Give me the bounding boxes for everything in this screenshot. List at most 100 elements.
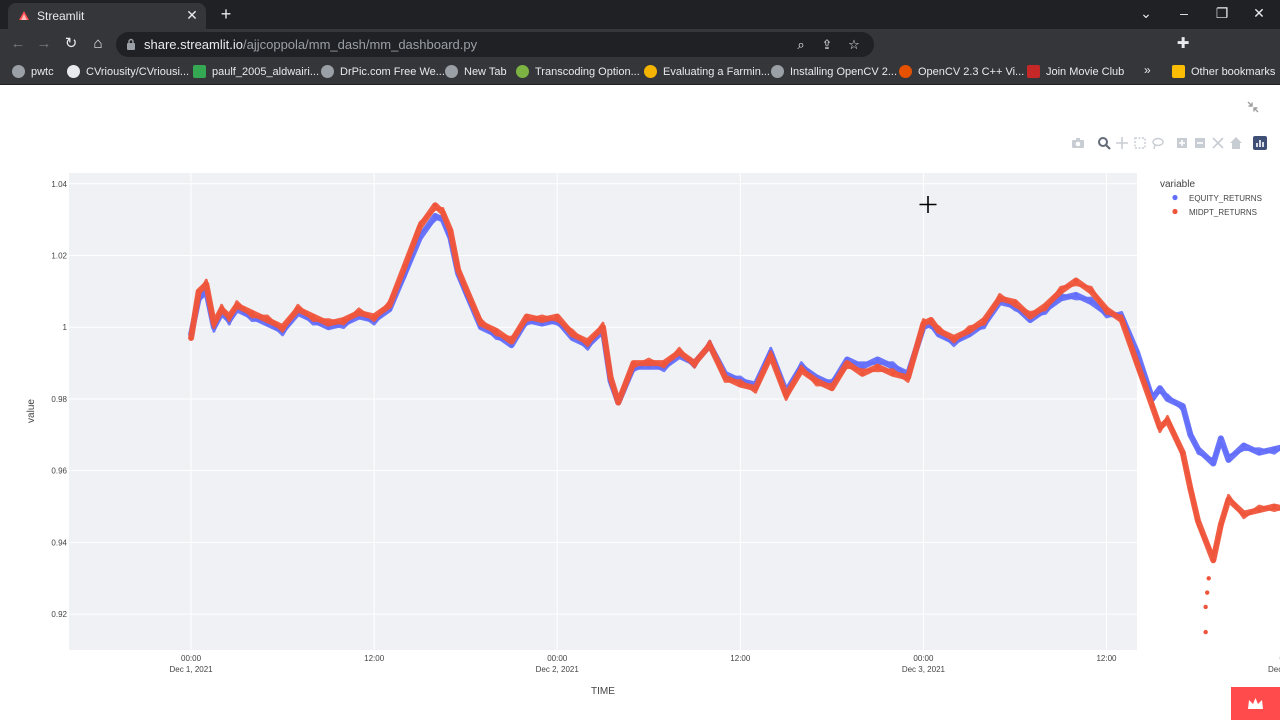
x-tick-label: 00:00 bbox=[547, 654, 568, 663]
data-point bbox=[341, 317, 346, 323]
data-point bbox=[982, 317, 987, 323]
restore-icon[interactable]: ❐ bbox=[1215, 5, 1229, 21]
url-path: /ajjcoppola/mm_dash/mm_dashboard.py bbox=[242, 37, 478, 52]
farming-icon bbox=[644, 65, 657, 78]
legend-label: EQUITY_RETURNS bbox=[1189, 194, 1262, 203]
data-point bbox=[890, 371, 896, 377]
drive-icon bbox=[193, 65, 206, 78]
data-point bbox=[814, 378, 819, 384]
data-point bbox=[219, 307, 224, 312]
data-point bbox=[1204, 590, 1210, 595]
data-point bbox=[1188, 432, 1193, 438]
data-point bbox=[1188, 486, 1193, 491]
tab-active[interactable]: Streamlit ✕ bbox=[8, 3, 206, 29]
x-axis-title: TIME bbox=[591, 686, 615, 697]
address-bar[interactable]: share.streamlit.io/ajjcoppola/mm_dash/mm… bbox=[116, 32, 874, 57]
reset-axes-icon[interactable] bbox=[1228, 135, 1244, 151]
data-point bbox=[799, 368, 804, 373]
minimize-icon[interactable]: – bbox=[1180, 5, 1188, 21]
data-point bbox=[1089, 289, 1094, 294]
github-icon bbox=[67, 65, 80, 78]
y-axis: 0.92 0.94 0.96 0.98 1 1.02 1.04 bbox=[51, 180, 67, 619]
share-icon[interactable]: ⇪ bbox=[821, 37, 833, 52]
y-tick-label: 0.94 bbox=[51, 538, 67, 547]
data-point bbox=[494, 328, 499, 334]
back-icon[interactable]: ← bbox=[10, 35, 26, 52]
tab-search-icon[interactable]: ⌄ bbox=[1140, 5, 1152, 21]
plotly-logo-icon[interactable] bbox=[1252, 135, 1268, 151]
data-point bbox=[432, 203, 438, 208]
reload-icon[interactable]: ↻ bbox=[64, 35, 78, 52]
data-point bbox=[463, 285, 468, 290]
data-point bbox=[753, 385, 758, 391]
data-point bbox=[616, 400, 621, 405]
data-point bbox=[844, 360, 850, 366]
bookmarks-bar: pwtc CVriousity/CVriousi... paulf_2005_a… bbox=[0, 59, 1280, 85]
bookmark-star-icon[interactable]: ☆ bbox=[848, 37, 860, 52]
data-point bbox=[1043, 303, 1048, 308]
data-point bbox=[1058, 296, 1063, 301]
home-icon[interactable]: ⌂ bbox=[93, 35, 103, 52]
zoom-icon[interactable] bbox=[1096, 135, 1112, 151]
x-tick-label: 12:00 bbox=[364, 654, 385, 663]
zoom-out-icon[interactable] bbox=[1192, 135, 1208, 151]
data-point bbox=[1157, 425, 1163, 430]
x-tick-date-label: Dec 1, 2021 bbox=[169, 665, 213, 674]
lasso-select-icon[interactable] bbox=[1150, 135, 1166, 151]
data-point bbox=[707, 342, 712, 348]
url-host: share.streamlit.io bbox=[144, 37, 243, 52]
data-point bbox=[280, 325, 285, 330]
data-point bbox=[1195, 518, 1201, 524]
globe-icon bbox=[445, 65, 458, 78]
box-select-icon[interactable] bbox=[1132, 135, 1148, 151]
data-point bbox=[1104, 307, 1109, 312]
globe-icon bbox=[771, 65, 784, 78]
legend-marker bbox=[1172, 194, 1178, 201]
data-point bbox=[1241, 443, 1247, 448]
data-point bbox=[966, 328, 972, 334]
autoscale-icon[interactable] bbox=[1210, 135, 1226, 151]
exit-fullscreen-icon[interactable] bbox=[1246, 100, 1260, 114]
y-tick-label: 1.02 bbox=[51, 251, 67, 260]
data-point bbox=[1226, 457, 1231, 463]
data-point bbox=[509, 339, 514, 344]
data-point bbox=[860, 364, 865, 369]
returns-chart[interactable]: 0.92 0.94 0.96 0.98 1 1.02 1.04 00:00 Dec 1, 20… bbox=[0, 86, 1280, 720]
data-point bbox=[829, 385, 835, 391]
data-point bbox=[234, 303, 240, 308]
more-bookmarks-icon[interactable]: » bbox=[1144, 63, 1151, 77]
data-point bbox=[555, 314, 560, 319]
data-point bbox=[1089, 299, 1094, 305]
data-point bbox=[1206, 576, 1211, 581]
data-point bbox=[738, 382, 743, 387]
data-point bbox=[1203, 629, 1208, 635]
zoom-in-icon[interactable] bbox=[1174, 135, 1190, 151]
plot-area[interactable] bbox=[69, 173, 1137, 650]
y-tick-label: 0.96 bbox=[51, 467, 67, 476]
tab-close-icon[interactable]: ✕ bbox=[186, 7, 198, 23]
search-icon[interactable]: ⌕ bbox=[797, 37, 805, 52]
data-point bbox=[1012, 299, 1018, 305]
data-point bbox=[905, 375, 911, 380]
legend-marker bbox=[1172, 208, 1178, 215]
data-point bbox=[387, 303, 392, 308]
globe-icon bbox=[321, 65, 334, 78]
movie-club-icon bbox=[1027, 65, 1040, 78]
camera-icon[interactable] bbox=[1070, 135, 1086, 151]
pan-icon[interactable] bbox=[1114, 135, 1130, 151]
data-point bbox=[310, 314, 316, 319]
data-point bbox=[921, 321, 926, 326]
url-text[interactable]: share.streamlit.io/ajjcoppola/mm_dash/mm… bbox=[144, 37, 477, 52]
lock-icon[interactable] bbox=[126, 38, 136, 50]
data-point bbox=[188, 335, 194, 341]
new-tab-icon[interactable]: + bbox=[220, 4, 232, 24]
streamlit-page: 0.92 0.94 0.96 0.98 1 1.02 1.04 00:00 Dec 1, 20… bbox=[0, 86, 1280, 720]
data-point bbox=[371, 314, 377, 319]
close-window-icon[interactable]: ✕ bbox=[1253, 5, 1265, 21]
data-point bbox=[227, 314, 232, 319]
data-point bbox=[600, 325, 606, 330]
data-point bbox=[1180, 403, 1185, 409]
extensions-puzzle-icon[interactable]: ✚ bbox=[1176, 35, 1190, 52]
streamlit-badge[interactable] bbox=[1231, 687, 1280, 720]
forward-icon[interactable]: → bbox=[36, 35, 52, 52]
